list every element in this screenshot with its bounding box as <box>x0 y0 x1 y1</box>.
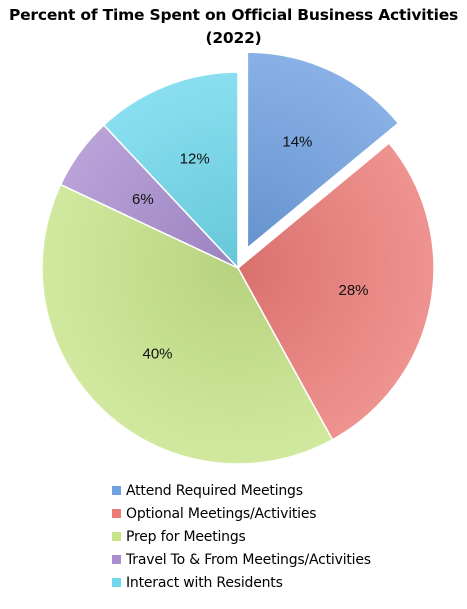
legend-swatch <box>112 509 121 518</box>
pie-value-labels: 14% 28% 40% 6% 12% <box>132 134 368 363</box>
pie-slice-prep-for-meetings <box>41 183 334 465</box>
pie-value-label-optional-meetings-activities: 28% <box>338 282 368 299</box>
pie-value-label-attend-required-meetings: 14% <box>282 134 312 151</box>
legend-item-optional-meetings-activities: Optional Meetings/Activities <box>112 502 371 525</box>
legend-label: Interact with Residents <box>126 574 283 591</box>
legend-swatch <box>112 486 121 495</box>
legend: Attend Required Meetings Optional Meeting… <box>112 479 371 594</box>
pie-slice-interact-with-residents <box>102 71 239 270</box>
pie-slice-attend-required-meetings <box>246 51 400 250</box>
pie-chart: 14% 28% 40% 6% 12% <box>41 51 435 465</box>
pie-value-label-interact-with-residents: 12% <box>180 151 210 168</box>
legend-label: Prep for Meetings <box>126 528 246 545</box>
legend-label: Attend Required Meetings <box>126 482 303 499</box>
pie-value-label-prep-for-meetings: 40% <box>142 346 172 363</box>
legend-item-prep-for-meetings: Prep for Meetings <box>112 525 371 548</box>
legend-swatch <box>112 578 121 587</box>
legend-label: Travel To & From Meetings/Activities <box>126 551 371 568</box>
legend-item-travel-to-from-meetings-activities: Travel To & From Meetings/Activities <box>112 548 371 571</box>
pie-slice-optional-meetings-activities <box>237 142 435 441</box>
chart-subtitle: (2022) <box>205 29 262 47</box>
chart-title: Percent of Time Spent on Official Busine… <box>8 6 459 24</box>
legend-item-attend-required-meetings: Attend Required Meetings <box>112 479 371 502</box>
pie-slices <box>41 51 435 465</box>
legend-swatch <box>112 532 121 541</box>
legend-label: Optional Meetings/Activities <box>126 505 317 522</box>
legend-swatch <box>112 555 121 564</box>
chart-title-block: Percent of Time Spent on Official Busine… <box>0 4 467 50</box>
pie-value-label-travel-to-from-meetings-activities: 6% <box>132 191 154 208</box>
legend-item-interact-with-residents: Interact with Residents <box>112 571 371 594</box>
